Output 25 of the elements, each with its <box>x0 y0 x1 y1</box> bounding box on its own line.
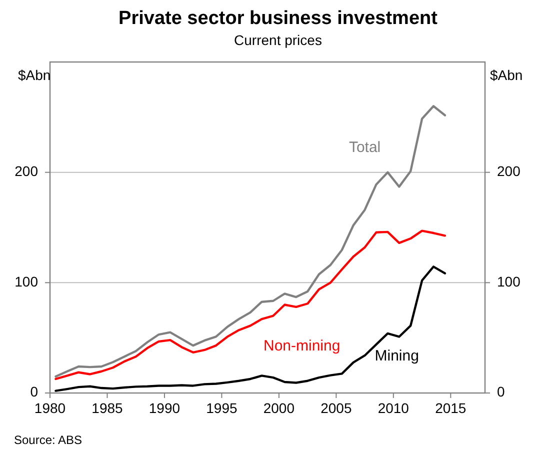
x-tick-label: 2015 <box>435 400 466 416</box>
line-series <box>54 105 446 378</box>
x-tick-label: 1985 <box>92 400 124 416</box>
x-tick-label: 1995 <box>206 400 238 416</box>
series-label: Mining <box>374 348 419 365</box>
y-axis-title: $Abn <box>18 67 51 83</box>
y-tick-label: 100 <box>14 273 38 290</box>
y2-tick-label: 100 <box>497 273 521 290</box>
line-series <box>54 230 446 380</box>
chart-title: Private sector business investment <box>118 8 438 29</box>
x-tick-label: 2000 <box>263 400 295 416</box>
series-label: Total <box>348 139 381 156</box>
y-tick-label: 200 <box>14 163 38 180</box>
x-tick-label: 1990 <box>148 400 180 416</box>
y-tick-label: 0 <box>30 384 38 400</box>
y2-tick-label: 0 <box>497 384 505 400</box>
y2-axis-title: $Abn <box>490 67 523 83</box>
x-tick-label: 1980 <box>34 400 66 416</box>
source-note: Source: ABS <box>14 433 82 447</box>
series-label: Non-mining <box>263 338 340 355</box>
line-series <box>54 266 446 392</box>
chart-subtitle: Current prices <box>234 32 322 48</box>
x-tick-label: 2010 <box>378 400 410 416</box>
y2-tick-label: 200 <box>497 163 521 180</box>
x-tick-label: 2005 <box>320 400 352 416</box>
